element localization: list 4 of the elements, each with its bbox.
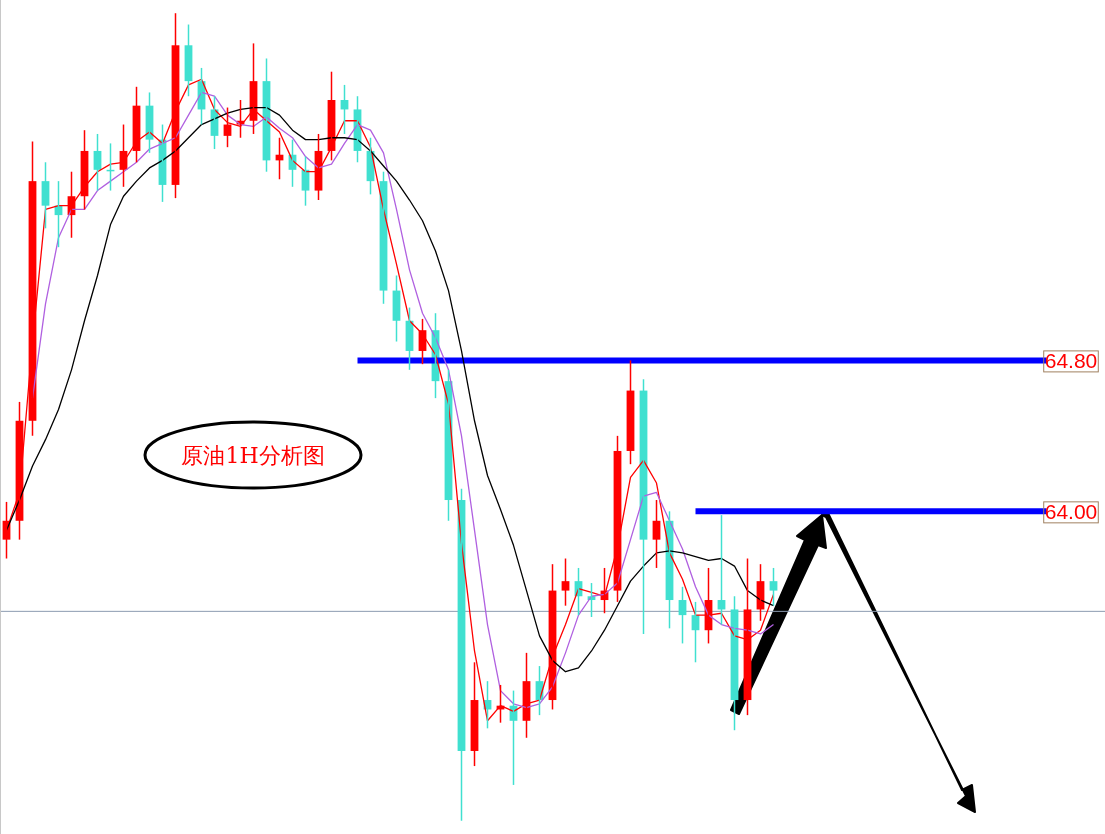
y-tick-label: 64.80 — [1044, 348, 1098, 372]
y-tick-label: 64.00 — [1044, 499, 1098, 523]
annotation: 原油1H分析图 — [143, 420, 363, 490]
annotation: 原油1H分析图 — [181, 443, 325, 468]
